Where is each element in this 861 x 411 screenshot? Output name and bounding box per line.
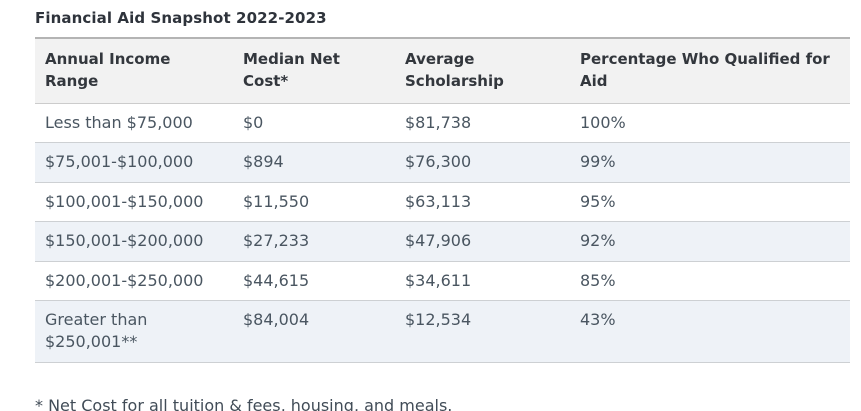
- table-header-row: Annual Income Range Median Net Cost* Ave…: [35, 38, 850, 104]
- table-cell: $894: [233, 142, 395, 183]
- table-cell: $76,300: [395, 142, 570, 183]
- table-cell: $100,001-$150,000: [35, 182, 233, 223]
- table-row: $75,001-$100,000 $894 $76,300 99%: [35, 142, 850, 183]
- table-cell: Greater than $250,001**: [35, 300, 233, 363]
- table-cell: Less than $75,000: [35, 103, 233, 144]
- table-cell: $27,233: [233, 221, 395, 262]
- table-cell: $63,113: [395, 182, 570, 223]
- table-cell: $150,001-$200,000: [35, 221, 233, 262]
- financial-aid-table: Annual Income Range Median Net Cost* Ave…: [35, 37, 850, 363]
- table-row: Greater than $250,001** $84,004 $12,534 …: [35, 300, 850, 363]
- table-cell: 43%: [570, 300, 850, 363]
- table-cell: 100%: [570, 103, 850, 144]
- table-row: $200,001-$250,000 $44,615 $34,611 85%: [35, 261, 850, 302]
- table-cell: $44,615: [233, 261, 395, 302]
- table-cell: $84,004: [233, 300, 395, 363]
- table-cell: $200,001-$250,000: [35, 261, 233, 302]
- table-cell: $0: [233, 103, 395, 144]
- table-cell: 92%: [570, 221, 850, 262]
- footnote: * Net Cost for all tuition & fees, housi…: [35, 395, 453, 411]
- table-cell: 95%: [570, 182, 850, 223]
- table-cell: $81,738: [395, 103, 570, 144]
- table-row: $100,001-$150,000 $11,550 $63,113 95%: [35, 182, 850, 223]
- table-cell: 99%: [570, 142, 850, 183]
- table-cell: $47,906: [395, 221, 570, 262]
- table-cell: $12,534: [395, 300, 570, 363]
- table-cell: 85%: [570, 261, 850, 302]
- table-row: Less than $75,000 $0 $81,738 100%: [35, 103, 850, 144]
- column-header-annual-income-range: Annual Income Range: [35, 38, 233, 104]
- page-title: Financial Aid Snapshot 2022-2023: [35, 9, 327, 27]
- table-cell: $75,001-$100,000: [35, 142, 233, 183]
- table-cell: $11,550: [233, 182, 395, 223]
- column-header-average-scholarship: Average Scholarship: [395, 38, 570, 104]
- column-header-median-net-cost: Median Net Cost*: [233, 38, 395, 104]
- column-header-percentage-qualified: Percentage Who Qualified for Aid: [570, 38, 850, 104]
- table-cell: $34,611: [395, 261, 570, 302]
- table-row: $150,001-$200,000 $27,233 $47,906 92%: [35, 221, 850, 262]
